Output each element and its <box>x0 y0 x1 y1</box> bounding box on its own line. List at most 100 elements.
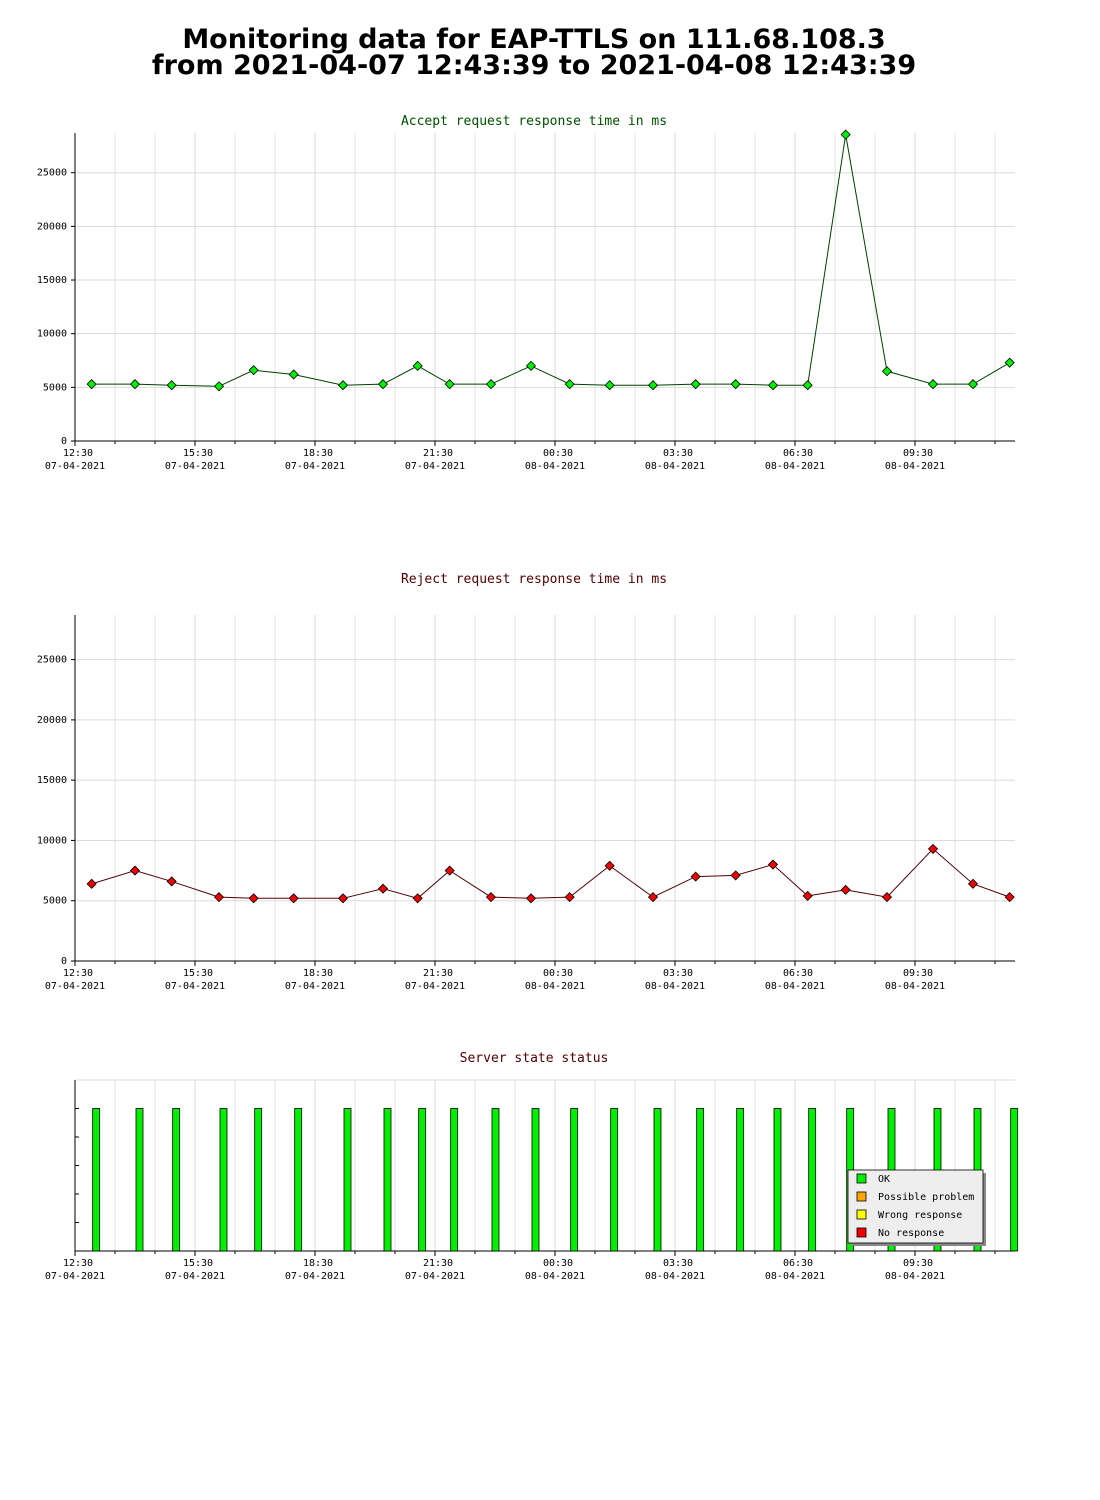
status-bar <box>172 1108 181 1252</box>
status-bar <box>383 1108 392 1252</box>
data-point <box>881 892 893 903</box>
x-tick-label: 03:30 <box>663 448 693 459</box>
status-bar <box>450 1108 459 1252</box>
x-tick-label: 06:30 <box>783 448 813 459</box>
data-point <box>927 843 939 854</box>
x-tick-label: 07-04-2021 <box>45 981 105 992</box>
data-point <box>485 892 497 903</box>
x-tick-label: 08-04-2021 <box>765 461 825 472</box>
page-title: from 2021-04-07 12:43:39 to 2021-04-08 1… <box>152 50 916 81</box>
x-tick-label: 00:30 <box>543 968 573 979</box>
data-point <box>564 379 575 390</box>
x-tick-label: 15:30 <box>183 1258 213 1269</box>
data-point <box>1004 357 1015 368</box>
data-point <box>767 380 779 391</box>
x-tick-label: 07-04-2021 <box>285 1271 345 1282</box>
data-point <box>690 379 701 390</box>
x-tick-label: 00:30 <box>543 1258 573 1269</box>
data-point <box>604 860 615 871</box>
y-tick-label: 20000 <box>37 221 67 232</box>
y-tick-label: 5000 <box>43 896 67 907</box>
y-tick-label: 15000 <box>37 275 67 286</box>
y-tick-label: 0 <box>61 956 67 967</box>
x-tick-label: 09:30 <box>903 1258 933 1269</box>
data-point <box>166 876 177 887</box>
x-tick-label: 18:30 <box>303 1258 333 1269</box>
page-title: Monitoring data for EAP-TTLS on 111.68.1… <box>182 24 885 55</box>
y-tick-label: 10000 <box>37 835 67 846</box>
x-tick-label: 07-04-2021 <box>405 1271 465 1282</box>
x-tick-label: 00:30 <box>543 448 573 459</box>
x-tick-label: 07-04-2021 <box>45 1271 105 1282</box>
data-point <box>967 379 979 390</box>
status-bar <box>808 1108 817 1252</box>
data-point <box>730 379 741 390</box>
data-point <box>802 380 813 391</box>
data-point <box>288 893 299 904</box>
x-tick-label: 18:30 <box>303 968 333 979</box>
legend-label: No response <box>878 1228 944 1239</box>
status-bar <box>736 1108 745 1252</box>
status-bar <box>773 1108 782 1252</box>
status-bar <box>570 1108 579 1252</box>
x-tick-label: 12:30 <box>63 968 93 979</box>
legend-swatch <box>856 1209 867 1220</box>
x-tick-label: 06:30 <box>783 968 813 979</box>
data-point <box>840 884 851 895</box>
x-tick-label: 08-04-2021 <box>765 1271 825 1282</box>
chart-title: Server state status <box>460 1051 609 1066</box>
x-tick-label: 08-04-2021 <box>525 1271 585 1282</box>
data-point <box>881 366 893 377</box>
x-tick-label: 03:30 <box>663 968 693 979</box>
x-tick-label: 07-04-2021 <box>165 981 225 992</box>
chart-title: Accept request response time in ms <box>401 114 667 129</box>
x-tick-label: 08-04-2021 <box>645 1271 705 1282</box>
series-line <box>91 134 1010 387</box>
legend-box <box>847 1169 984 1244</box>
y-tick-label: 25000 <box>37 168 67 179</box>
y-tick-label: 20000 <box>37 715 67 726</box>
x-tick-label: 18:30 <box>303 448 333 459</box>
x-tick-label: 12:30 <box>63 1258 93 1269</box>
data-point <box>444 379 455 390</box>
data-point <box>647 380 659 391</box>
chart-title: Reject request response time in ms <box>401 572 667 587</box>
x-tick-label: 07-04-2021 <box>405 461 465 472</box>
data-point <box>840 129 851 140</box>
data-point <box>412 360 423 371</box>
data-point <box>412 893 423 904</box>
status-bar <box>653 1108 662 1252</box>
x-tick-label: 21:30 <box>423 968 453 979</box>
status-bar <box>92 1108 101 1252</box>
y-tick-label: 0 <box>61 436 67 447</box>
data-point <box>1004 892 1015 903</box>
status-bar <box>254 1108 263 1252</box>
status-bar <box>610 1108 619 1252</box>
status-bar <box>135 1108 144 1252</box>
x-tick-label: 08-04-2021 <box>885 461 945 472</box>
data-point <box>129 865 141 876</box>
legend-label: Possible problem <box>878 1192 974 1203</box>
data-point <box>377 883 389 894</box>
status-bar <box>418 1108 427 1252</box>
data-point <box>647 892 659 903</box>
status-bar <box>696 1108 705 1252</box>
status-bar <box>531 1108 540 1252</box>
data-point <box>802 890 813 901</box>
data-point <box>767 859 779 870</box>
legend-swatch <box>856 1173 867 1184</box>
x-tick-label: 08-04-2021 <box>885 981 945 992</box>
x-tick-label: 15:30 <box>183 968 213 979</box>
data-point <box>485 379 497 390</box>
x-tick-label: 07-04-2021 <box>285 461 345 472</box>
x-tick-label: 09:30 <box>903 448 933 459</box>
x-tick-label: 21:30 <box>423 1258 453 1269</box>
x-tick-label: 06:30 <box>783 1258 813 1269</box>
data-point <box>129 379 141 390</box>
data-point <box>690 871 701 882</box>
x-tick-label: 15:30 <box>183 448 213 459</box>
status-bar <box>294 1108 303 1252</box>
y-tick-label: 5000 <box>43 382 67 393</box>
status-bar <box>491 1108 500 1252</box>
